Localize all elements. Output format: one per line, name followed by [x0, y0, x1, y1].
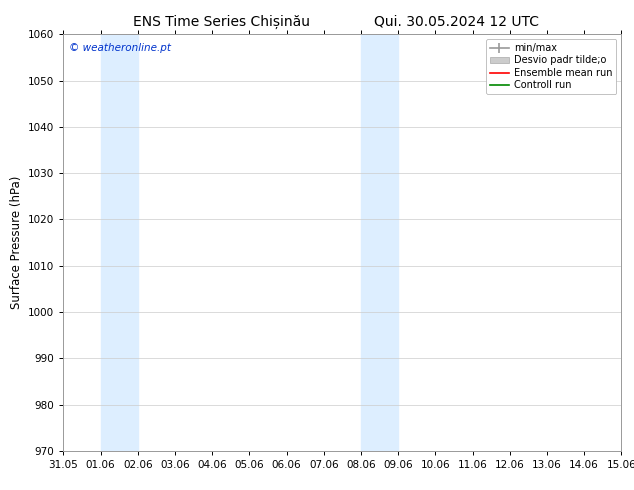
Y-axis label: Surface Pressure (hPa): Surface Pressure (hPa) — [10, 176, 23, 309]
Text: Qui. 30.05.2024 12 UTC: Qui. 30.05.2024 12 UTC — [374, 15, 539, 29]
Legend: min/max, Desvio padr tilde;o, Ensemble mean run, Controll run: min/max, Desvio padr tilde;o, Ensemble m… — [486, 39, 616, 94]
Text: © weatheronline.pt: © weatheronline.pt — [69, 43, 171, 52]
Text: ENS Time Series Chișinău: ENS Time Series Chișinău — [133, 15, 311, 29]
Bar — [101, 34, 138, 451]
Bar — [361, 34, 398, 451]
